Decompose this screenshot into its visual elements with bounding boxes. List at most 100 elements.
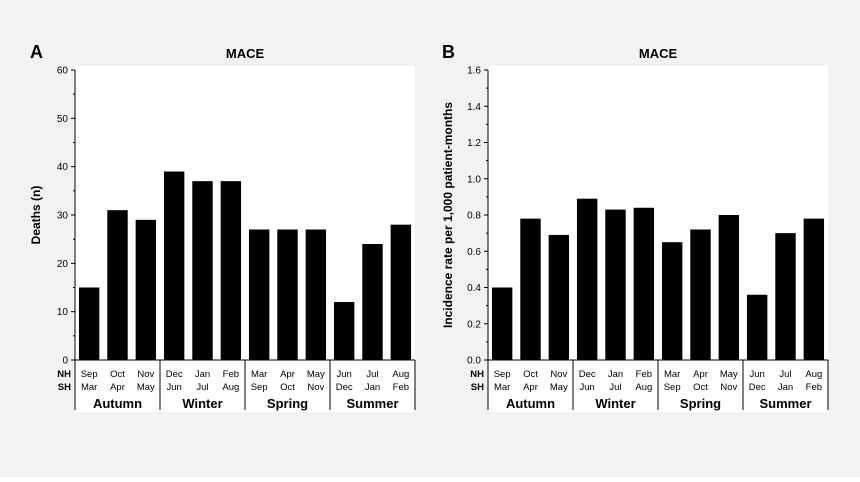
panel-b-bar	[576, 198, 598, 360]
panel-a-x-tick-label-sh: Dec	[336, 382, 353, 393]
panel-a-x-tick-label-sh: Oct	[280, 382, 295, 393]
panel-b-x-tick-label-sh: Feb	[806, 382, 822, 393]
panel-b-bar	[803, 218, 825, 360]
panel-a-y-tick-label: 60	[57, 66, 69, 77]
panel-a-x-tick-label-sh: Sep	[251, 382, 268, 393]
panel-b-x-tick-label-sh: Jan	[778, 382, 793, 393]
panel-a-bar	[333, 302, 355, 360]
panel-a-x-tick-label-nh: May	[307, 369, 325, 380]
panel-b-y-tick-label: 0.8	[467, 211, 481, 222]
panel-a-x-tick-label-sh: Jan	[365, 382, 380, 393]
panel-a-y-tick-label: 50	[57, 114, 69, 125]
panel-b-x-tick-label-nh: Feb	[636, 369, 652, 380]
panel-b-bar	[690, 229, 711, 360]
panel-b-x-tick-label-nh: Jul	[779, 369, 791, 380]
panel-a-bar	[107, 210, 128, 360]
panel-b-bar	[548, 234, 570, 360]
panel-b-x-tick-label-sh: Mar	[494, 382, 510, 393]
panel-b-bar	[775, 233, 796, 360]
panel-b-row-label-sh: SH	[471, 382, 484, 393]
panel-a-x-tick-label-nh: Nov	[137, 369, 154, 380]
panel-b-season-label: Autumn	[506, 396, 555, 411]
panel-b-bar	[520, 218, 541, 360]
panel-a-panel-label: A	[30, 42, 43, 62]
panel-a-season-label: Spring	[267, 396, 308, 411]
panel-a-x-tick-label-nh: Apr	[280, 369, 295, 380]
panel-a-x-tick-label-nh: Mar	[251, 369, 267, 380]
panel-b-y-tick-label: 1.2	[467, 138, 481, 149]
panel-b-bar	[605, 209, 626, 360]
panel-a-x-tick-label-sh: Aug	[222, 382, 239, 393]
panel-a-x-tick-label-sh: Nov	[307, 382, 324, 393]
panel-b-x-tick-label-nh: Nov	[550, 369, 567, 380]
panel-a-x-tick-label-sh: May	[137, 382, 155, 393]
panel-b-bar	[491, 287, 513, 360]
panel-a-y-tick-label: 10	[57, 307, 69, 318]
panel-a-x-tick-label-nh: Jul	[366, 369, 378, 380]
panel-b-x-tick-label-sh: Apr	[523, 382, 538, 393]
panel-b-x-tick-label-sh: Jun	[580, 382, 595, 393]
panel-a-bar	[305, 229, 327, 360]
panel-b-x-tick-label-sh: Dec	[749, 382, 766, 393]
panel-a-season-label: Autumn	[93, 396, 142, 411]
panel-a-x-tick-label-nh: Oct	[110, 369, 125, 380]
panel-b-x-tick-label-nh: Oct	[523, 369, 538, 380]
panel-a-bar	[362, 244, 383, 360]
panel-a-title: MACE	[226, 46, 265, 61]
panel-b-season-label: Spring	[680, 396, 721, 411]
panel-a-bar	[135, 219, 157, 360]
panel-a-row-label-sh: SH	[58, 382, 71, 393]
panel-b-x-tick-label-sh: May	[550, 382, 568, 393]
panel-b-season-label: Summer	[759, 396, 811, 411]
panel-a-y-tick-label: 0	[62, 356, 68, 367]
panel-a-x-tick-label-sh: Apr	[110, 382, 125, 393]
panel-a-season-label: Summer	[346, 396, 398, 411]
panel-b-x-tick-label-sh: Jul	[609, 382, 621, 393]
panel-b-x-tick-label-nh: Apr	[693, 369, 708, 380]
panel-b-x-tick-label-sh: Sep	[664, 382, 681, 393]
panel-b-y-axis-label: Incidence rate per 1,000 patient-months	[441, 102, 455, 328]
panel-b-x-tick-label-nh: May	[720, 369, 738, 380]
panel-a-row-label-nh: NH	[57, 369, 71, 380]
panel-b-row-label-nh: NH	[470, 369, 484, 380]
panel-b-y-tick-label: 1.6	[467, 66, 481, 77]
panel-a-x-tick-label-nh: Dec	[166, 369, 183, 380]
panel-b-x-tick-label-nh: Jun	[750, 369, 765, 380]
panel-b-x-tick-label-nh: Dec	[579, 369, 596, 380]
panel-b-y-tick-label: 0.6	[467, 247, 481, 258]
panel-b-panel-label: B	[442, 42, 455, 62]
panel-b-x-tick-label-nh: Aug	[805, 369, 822, 380]
panel-b-y-tick-label: 0.4	[467, 283, 481, 294]
panel-b-bar	[718, 215, 740, 360]
panel-b-bar	[633, 207, 655, 360]
panel-b-y-tick-label: 0.0	[467, 356, 481, 367]
panel-a-x-tick-label-nh: Aug	[392, 369, 409, 380]
panel-b-x-tick-label-sh: Oct	[693, 382, 708, 393]
panel-a-plot-area	[75, 66, 415, 360]
panel-b-x-tick-label-sh: Aug	[635, 382, 652, 393]
panel-a-x-tick-label-sh: Mar	[81, 382, 97, 393]
panel-b-x-tick-label-nh: Mar	[664, 369, 680, 380]
panel-b-season-label: Winter	[595, 396, 635, 411]
panel-a-bar	[248, 229, 270, 360]
panel-b-x-tick-label-nh: Sep	[494, 369, 511, 380]
panel-b-y-tick-label: 1.0	[467, 174, 481, 185]
panel-a-x-tick-label-nh: Jan	[195, 369, 210, 380]
panel-a-y-tick-label: 30	[57, 211, 69, 222]
panel-a-bar	[163, 171, 185, 360]
panel-a-bar	[192, 181, 213, 360]
panel-b-plot-area	[488, 66, 828, 360]
panel-a-bar	[78, 287, 100, 360]
panel-a-x-tick-label-sh: Jun	[167, 382, 182, 393]
panel-a-x-tick-label-sh: Feb	[393, 382, 409, 393]
panel-a-x-tick-label-nh: Feb	[223, 369, 239, 380]
panel-a-y-axis-label: Deaths (n)	[29, 186, 43, 245]
panel-b-x-tick-label-sh: Nov	[720, 382, 737, 393]
panel-b-title: MACE	[639, 46, 678, 61]
panel-b-bar	[661, 242, 683, 360]
panel-a-season-label: Winter	[182, 396, 222, 411]
panel-b-y-tick-label: 0.2	[467, 319, 481, 330]
panel-a-x-tick-label-nh: Sep	[81, 369, 98, 380]
